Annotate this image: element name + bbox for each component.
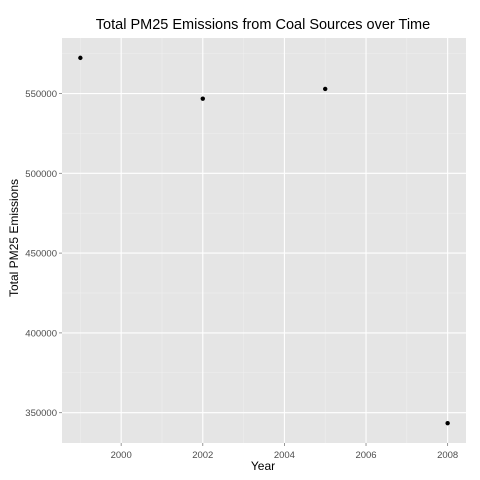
x-tick-label: 2004 (274, 450, 295, 461)
data-point (78, 55, 83, 61)
x-axis-ticks: 2000 2002 2004 2006 2008 (111, 443, 458, 461)
x-tick-label: 2000 (111, 450, 132, 461)
data-point (200, 96, 205, 101)
minor-gridlines (62, 38, 466, 443)
data-points (78, 55, 450, 426)
chart-title: Total PM25 Emissions from Coal Sources o… (96, 17, 430, 33)
y-axis-ticks: 350000 400000 450000 500000 550000 (25, 89, 62, 419)
data-point (445, 420, 450, 426)
x-axis-label: Year (251, 459, 275, 473)
x-tick-label: 2002 (192, 450, 213, 461)
x-tick-label: 2006 (355, 450, 376, 461)
y-tick-label: 350000 (25, 408, 57, 419)
y-tick-label: 400000 (25, 328, 57, 339)
y-tick-label: 450000 (25, 249, 57, 260)
y-tick-label: 550000 (25, 89, 57, 100)
data-point (323, 86, 328, 92)
plot-panel (62, 38, 466, 443)
major-gridlines (62, 38, 466, 443)
y-axis-label: Total PM25 Emissions (7, 179, 21, 297)
x-tick-label: 2008 (437, 450, 458, 461)
y-tick-label: 500000 (25, 169, 57, 180)
